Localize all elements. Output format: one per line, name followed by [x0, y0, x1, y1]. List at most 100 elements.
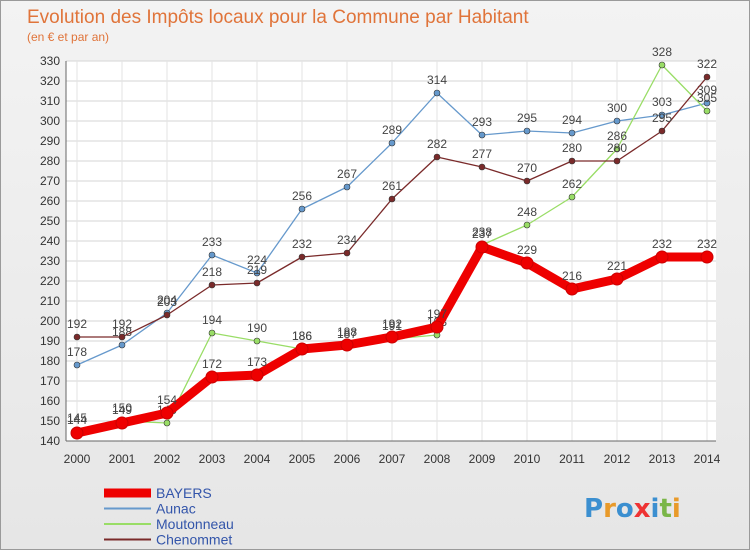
data-label: 300: [607, 101, 627, 115]
data-label: 303: [652, 95, 672, 109]
data-point: [703, 99, 711, 107]
data-label: 186: [292, 329, 312, 343]
data-label: 190: [247, 321, 267, 335]
y-tick-label: 220: [40, 274, 60, 288]
data-label: 144: [67, 413, 87, 427]
grid-lines: [66, 60, 716, 442]
data-point: [253, 279, 261, 287]
data-label: 204: [157, 293, 177, 307]
data-label: 145: [67, 411, 87, 425]
y-tick-label: 240: [40, 234, 60, 248]
data-label: 286: [607, 129, 627, 143]
data-label: 282: [427, 137, 447, 151]
data-point: [568, 157, 576, 165]
data-point: [70, 426, 84, 440]
data-point: [478, 163, 486, 171]
data-label: 309: [697, 83, 717, 97]
x-tick-label: 2012: [604, 452, 631, 466]
data-point: [658, 127, 666, 135]
data-label: 150: [112, 401, 132, 415]
y-tick-label: 230: [40, 254, 60, 268]
x-tick-label: 2013: [649, 452, 676, 466]
data-label: 224: [247, 253, 267, 267]
data-point: [478, 131, 486, 139]
y-tick-label: 320: [40, 74, 60, 88]
data-label: 218: [202, 265, 222, 279]
x-tick-label: 2010: [514, 452, 541, 466]
x-tick-label: 2002: [154, 452, 181, 466]
data-label: 187: [337, 327, 357, 341]
series-group: 178 188 204 233 224 256 267 289 314 293 295 294 300 3…: [67, 45, 717, 440]
data-point: [613, 157, 621, 165]
data-point: [208, 329, 216, 337]
data-point: [565, 282, 579, 296]
proxiti-logo: Proxiti: [584, 494, 681, 524]
data-point: [295, 342, 309, 356]
data-point: [703, 73, 711, 81]
data-label: 234: [337, 233, 357, 247]
data-point: [475, 240, 489, 254]
data-point: [343, 183, 351, 191]
x-tick-label: 2007: [379, 452, 406, 466]
data-point: [613, 117, 621, 125]
data-label: 270: [517, 161, 537, 175]
data-point: [658, 111, 666, 119]
y-tick-label: 170: [40, 374, 60, 388]
data-point: [253, 269, 261, 277]
y-tick-labels: 140 150 160 170 180 190 200 210 220 230 240 250 260 2…: [40, 54, 60, 448]
data-label: 173: [247, 355, 267, 369]
axes: [65, 61, 716, 442]
data-point: [118, 333, 126, 341]
data-label: 237: [472, 227, 492, 241]
data-label: 293: [472, 115, 492, 129]
data-label: 192: [382, 317, 402, 331]
series-aunac: 178 188 204 233 224 256 267 289 314 293 295 294 300 3…: [67, 73, 717, 369]
x-tick-label: 2004: [244, 452, 271, 466]
data-label: 203: [157, 295, 177, 309]
data-label: 192: [67, 317, 87, 331]
logo-text: Proxiti: [584, 494, 681, 524]
legend-label: Moutonneau: [156, 516, 234, 532]
data-point: [298, 205, 306, 213]
data-point: [700, 250, 714, 264]
data-point: [163, 419, 171, 427]
data-label: 232: [292, 237, 312, 251]
data-point: [520, 256, 534, 270]
data-label: 280: [607, 141, 627, 155]
y-tick-label: 260: [40, 194, 60, 208]
data-point: [205, 370, 219, 384]
y-tick-label: 150: [40, 414, 60, 428]
x-tick-label: 2008: [424, 452, 451, 466]
y-tick-label: 270: [40, 174, 60, 188]
data-label: 197: [427, 307, 447, 321]
y-tick-label: 250: [40, 214, 60, 228]
x-tick-label: 2001: [109, 452, 136, 466]
data-label: 192: [112, 317, 132, 331]
x-tick-label: 2003: [199, 452, 226, 466]
data-label: 328: [652, 45, 672, 59]
data-point: [433, 89, 441, 97]
data-label: 188: [337, 325, 357, 339]
data-point: [523, 221, 531, 229]
data-label: 194: [202, 313, 222, 327]
data-label: 191: [382, 319, 402, 333]
data-point: [388, 139, 396, 147]
data-point: [613, 145, 621, 153]
data-point: [385, 330, 399, 344]
data-label: 232: [697, 237, 717, 251]
data-label: 248: [517, 205, 537, 219]
data-label: 294: [562, 113, 582, 127]
legend-label: Aunac: [156, 501, 196, 517]
data-label: 289: [382, 123, 402, 137]
data-label: 172: [202, 357, 222, 371]
data-point: [163, 311, 171, 319]
data-point: [430, 320, 444, 334]
data-point: [208, 251, 216, 259]
y-tick-label: 160: [40, 394, 60, 408]
y-tick-label: 210: [40, 294, 60, 308]
y-tick-label: 300: [40, 114, 60, 128]
data-point: [523, 127, 531, 135]
